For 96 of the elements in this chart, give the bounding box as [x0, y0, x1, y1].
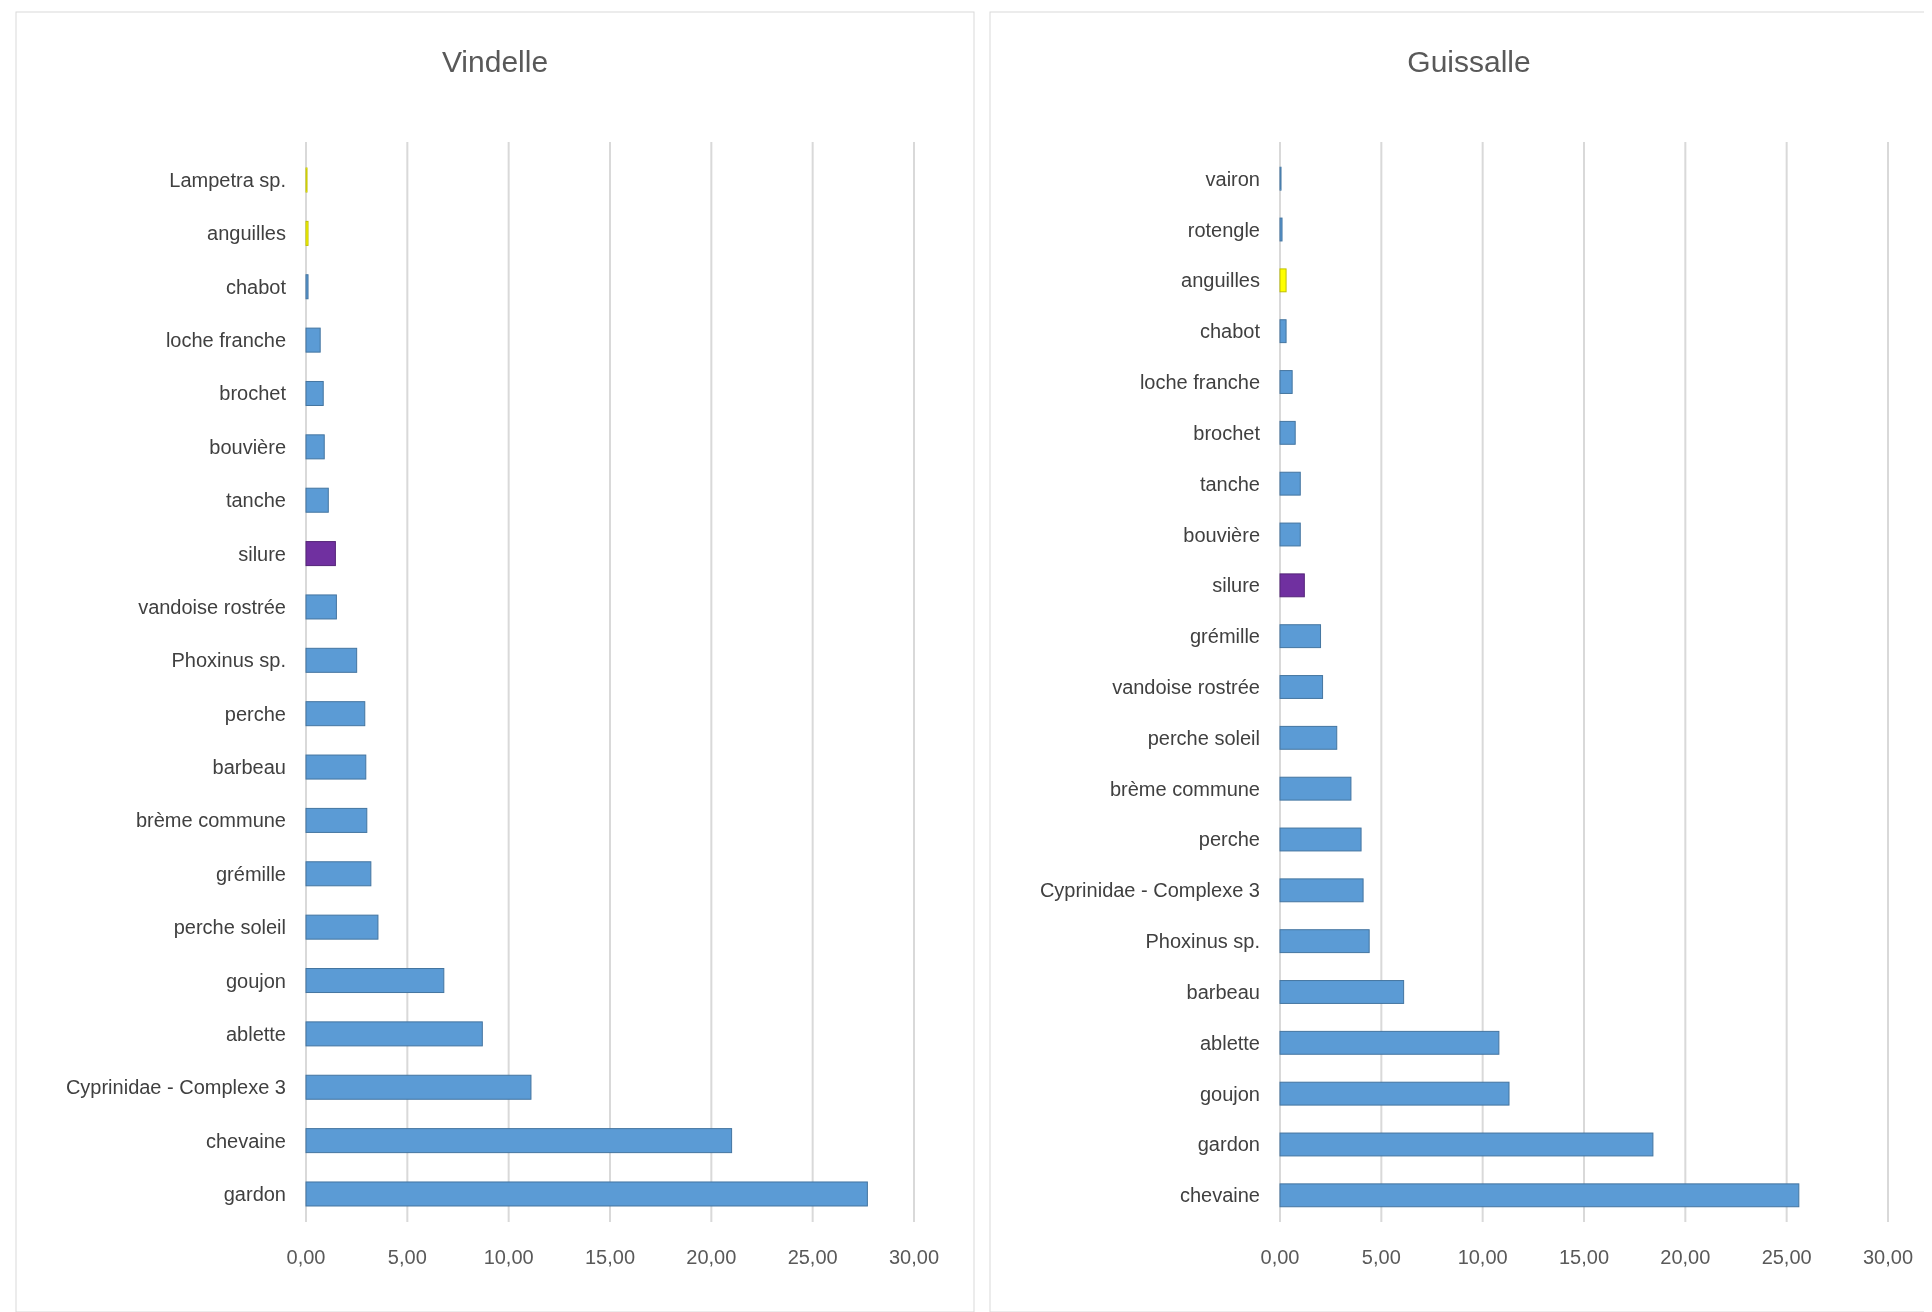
y-tick-label: barbeau [1186, 980, 1260, 1003]
bar [1279, 1030, 1500, 1055]
y-tick-label: chabot [225, 275, 287, 298]
bar [1279, 268, 1287, 293]
chart-title: Guissalle [1407, 45, 1531, 78]
y-tick-label: goujon [1199, 1082, 1260, 1105]
y-tick-label: vairon [1205, 167, 1260, 190]
y-tick-label: grémille [1189, 625, 1260, 648]
x-tick-label: 25,00 [787, 1246, 838, 1268]
bar [305, 220, 309, 246]
x-tick-label: 5,00 [387, 1246, 427, 1268]
x-tick-label: 30,00 [888, 1246, 940, 1268]
y-tick-label: Lampetra sp. [169, 169, 286, 192]
bar [305, 968, 445, 994]
y-tick-label: goujon [225, 969, 286, 992]
y-tick-label: anguilles [1181, 269, 1260, 292]
x-tick-label: 25,00 [1761, 1246, 1812, 1268]
y-tick-label: Phoxinus sp. [171, 649, 286, 672]
bar [1279, 420, 1296, 445]
bar [305, 1021, 483, 1047]
bar [305, 434, 325, 460]
y-tick-label: vandoise rostrée [138, 595, 286, 618]
bar [305, 754, 367, 780]
x-tick-label: 5,00 [1361, 1246, 1401, 1268]
bar [305, 1181, 868, 1207]
y-tick-label: brème commune [1109, 777, 1260, 800]
y-tick-label: perche soleil [1147, 726, 1260, 749]
x-tick-label: 0,00 [1260, 1246, 1300, 1268]
bar [305, 541, 336, 567]
y-tick-label: barbeau [212, 756, 286, 779]
x-tick-label: 20,00 [1660, 1246, 1711, 1268]
y-tick-label: brème commune [135, 809, 286, 832]
bar [305, 807, 368, 833]
bar [305, 594, 337, 620]
y-tick-label: brochet [1193, 421, 1261, 444]
y-tick-label: rotengle [1187, 218, 1260, 241]
bar [1279, 675, 1324, 699]
y-tick-label: ablette [1199, 1031, 1260, 1054]
y-tick-label: perche soleil [173, 916, 286, 939]
y-tick-label: ablette [225, 1022, 286, 1045]
y-tick-label: Cyprinidae - Complexe 3 [65, 1076, 286, 1099]
x-tick-label: 0,00 [286, 1246, 326, 1268]
y-tick-label: grémille [215, 862, 286, 885]
y-tick-label: Cyprinidae - Complexe 3 [1039, 879, 1260, 902]
bar [305, 861, 372, 887]
bar [1279, 522, 1301, 547]
y-tick-label: bouvière [209, 435, 286, 458]
x-tick-label: 30,00 [1862, 1246, 1914, 1268]
y-tick-label: loche franche [165, 329, 286, 352]
y-tick-label: gardon [1197, 1133, 1260, 1156]
y-tick-label: chevaine [205, 1129, 286, 1152]
bar [1279, 776, 1352, 801]
bar [1279, 827, 1362, 852]
y-tick-label: chabot [1199, 320, 1261, 343]
bar [1279, 1132, 1654, 1157]
bar [1279, 1081, 1510, 1106]
bar [1279, 217, 1283, 242]
bar [1279, 573, 1305, 598]
x-tick-label: 10,00 [1457, 1246, 1508, 1268]
bar [1279, 878, 1364, 903]
y-tick-label: brochet [219, 382, 287, 405]
y-tick-label: silure [238, 542, 286, 565]
y-tick-label: tanche [1199, 472, 1260, 495]
x-tick-label: 20,00 [686, 1246, 737, 1268]
x-tick-label: 10,00 [483, 1246, 534, 1268]
y-tick-label: bouvière [1183, 523, 1260, 546]
y-tick-label: gardon [223, 1182, 286, 1205]
bar [1279, 624, 1322, 649]
bar [305, 274, 309, 300]
y-tick-label: perche [224, 702, 286, 725]
bar [305, 327, 321, 353]
bar [305, 647, 358, 673]
y-tick-label: Phoxinus sp. [1145, 930, 1260, 953]
y-tick-label: vandoise rostrée [1112, 676, 1260, 698]
bar [1279, 929, 1370, 954]
x-tick-label: 15,00 [584, 1246, 636, 1268]
bar [1279, 471, 1301, 496]
y-tick-label: perche [1198, 828, 1260, 851]
bar [1279, 1183, 1800, 1208]
bar [305, 914, 379, 940]
bar [305, 380, 324, 406]
x-tick-label: 15,00 [1558, 1246, 1610, 1268]
y-tick-label: chevaine [1179, 1184, 1260, 1207]
bar [305, 701, 366, 727]
bar [1279, 319, 1287, 344]
bar [1279, 980, 1405, 1004]
bar [305, 1074, 532, 1100]
chart-title: Vindelle [441, 45, 549, 78]
bar [305, 1128, 733, 1154]
y-tick-label: loche franche [1139, 371, 1260, 394]
y-tick-label: anguilles [207, 222, 286, 245]
bar [1279, 370, 1293, 394]
bar [1279, 725, 1338, 750]
bar [305, 487, 329, 513]
y-tick-label: silure [1212, 574, 1260, 597]
y-tick-label: tanche [225, 489, 286, 512]
